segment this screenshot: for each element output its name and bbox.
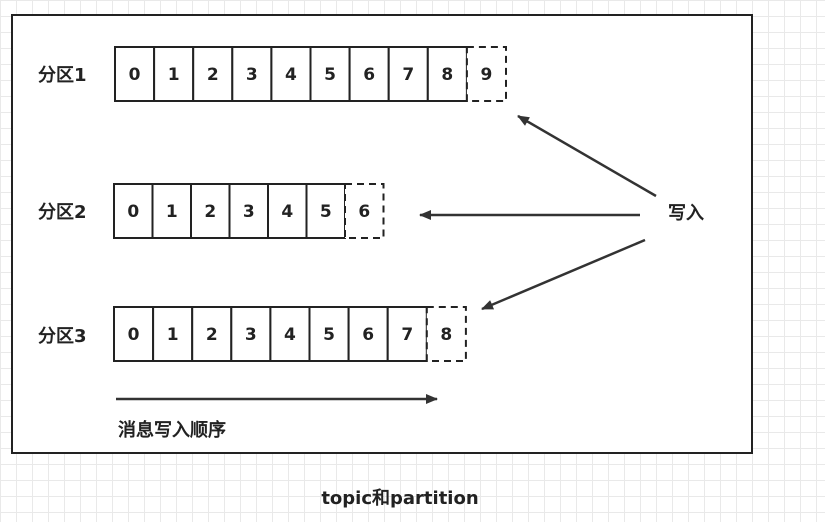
offset-value: 2 [204, 202, 216, 222]
offset-cell [190, 183, 231, 239]
offset-cell [153, 46, 195, 102]
offset-cell [426, 46, 468, 102]
offset-cell [308, 306, 350, 362]
offset-value: 4 [281, 202, 293, 222]
order-label: 消息写入顺序 [118, 419, 226, 441]
write-arrow-partition-3 [481, 238, 646, 311]
offset-cell [387, 46, 429, 102]
partition-row-1: 0 1 2 3 4 5 6 7 8 9 [114, 46, 507, 102]
offset-value: 7 [401, 325, 413, 345]
partition-label-2: 分区2 [38, 202, 87, 223]
offset-value: 0 [127, 202, 139, 222]
next-offset-value: 8 [440, 325, 452, 345]
offset-cell [231, 46, 273, 102]
partition-row-3: 0 1 2 3 4 5 6 7 8 [113, 306, 467, 362]
offset-value: 1 [168, 65, 180, 85]
offset-value: 5 [320, 202, 332, 222]
partition-label-3: 分区3 [38, 326, 87, 347]
write-arrow-partition-1 [517, 114, 657, 198]
offset-value: 0 [128, 325, 140, 345]
offset-value: 4 [285, 65, 297, 85]
next-offset-cell [344, 183, 385, 239]
offset-cell [309, 46, 351, 102]
offset-cell [114, 46, 156, 102]
offset-value: 7 [402, 65, 414, 85]
offset-value: 4 [284, 325, 296, 345]
offset-value: 5 [323, 325, 335, 345]
offset-cell [230, 306, 272, 362]
next-offset-value: 6 [358, 202, 370, 222]
offset-value: 3 [246, 65, 258, 85]
offset-value: 6 [362, 325, 374, 345]
next-offset-cell [465, 46, 507, 102]
next-offset-value: 9 [481, 65, 493, 85]
offset-cell [152, 306, 194, 362]
offset-value: 1 [167, 325, 179, 345]
offset-value: 0 [129, 65, 141, 85]
offset-value: 2 [206, 325, 218, 345]
offset-value: 1 [166, 202, 178, 222]
offset-value: 3 [243, 202, 255, 222]
next-offset-cell [425, 306, 467, 362]
partition-label-1: 分区1 [38, 65, 87, 86]
offset-cell [191, 306, 233, 362]
offset-cell [113, 183, 154, 239]
offset-value: 8 [441, 65, 453, 85]
offset-value: 5 [324, 65, 336, 85]
offset-cell [347, 306, 389, 362]
offset-cell [348, 46, 390, 102]
write-label: 写入 [668, 203, 704, 224]
offset-cell [386, 306, 428, 362]
offset-value: 2 [207, 65, 219, 85]
offset-value: 6 [363, 65, 375, 85]
offset-value: 3 [245, 325, 257, 345]
offset-cell [113, 306, 155, 362]
partition-row-2: 0 1 2 3 4 5 6 [113, 183, 385, 239]
offset-cell [151, 183, 192, 239]
diagram-caption: topic和partition [321, 488, 479, 509]
